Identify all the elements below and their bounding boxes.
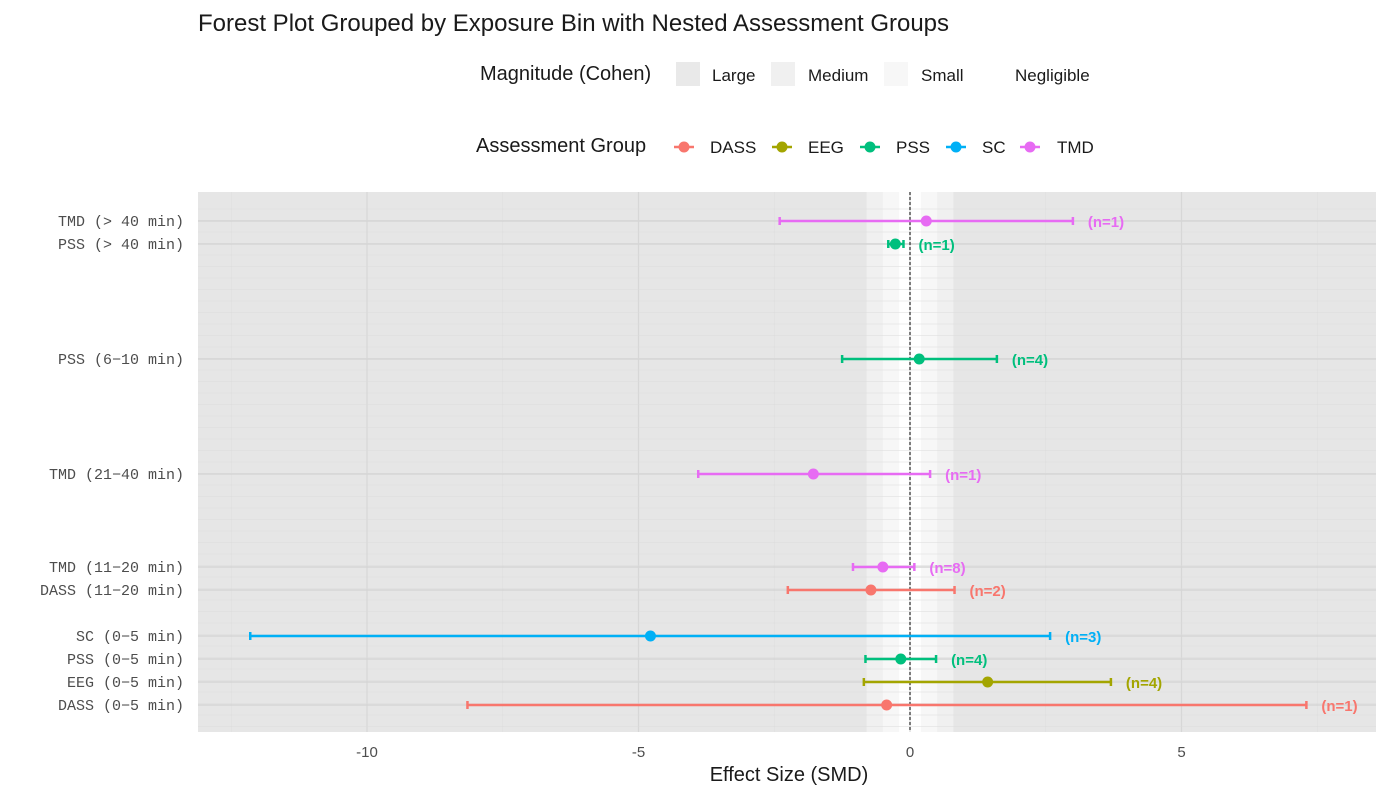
effect-point [865,585,876,596]
n-label: (n=1) [1321,698,1357,715]
n-label: (n=1) [1088,214,1124,231]
y-tick-label: DASS (11−20 min) [40,583,184,600]
x-tick-label: -10 [356,744,378,761]
effect-point [877,562,888,573]
y-tick-label: EEG (0−5 min) [67,675,184,692]
effect-point [914,354,925,365]
group-legend-keys [674,142,1040,153]
y-tick-label: DASS (0−5 min) [58,698,184,715]
x-axis-title-text: Effect Size (SMD) [710,764,869,786]
legend-point-tmd [1025,142,1036,153]
x-axis-title: Effect Size (SMD) [0,764,1388,787]
n-label: (n=4) [951,652,987,669]
x-tick-label: 0 [906,744,914,761]
y-tick-label: TMD (> 40 min) [58,214,184,231]
x-axis-labels: -10 -5 0 5 [356,744,1186,761]
effect-point [890,239,901,250]
y-tick-label: PSS (> 40 min) [58,237,184,254]
effect-point [645,631,656,642]
n-label: (n=4) [1126,675,1162,692]
effect-point [921,216,932,227]
n-label: (n=8) [929,560,965,577]
y-tick-label: SC (0−5 min) [76,629,184,646]
y-tick-label: PSS (6−10 min) [58,352,184,369]
x-tick-label: 5 [1177,744,1185,761]
legend-point-dass [679,142,690,153]
effect-point [881,700,892,711]
n-label: (n=4) [1012,352,1048,369]
legend-point-pss [865,142,876,153]
effect-point [895,654,906,665]
n-label: (n=1) [945,467,981,484]
effect-point [982,677,993,688]
n-label: (n=1) [918,237,954,254]
y-tick-label: PSS (0−5 min) [67,652,184,669]
y-axis-labels: TMD (> 40 min) PSS (> 40 min) PSS (6−10 mi… [40,214,184,715]
legend-point-sc [951,142,962,153]
effect-point [808,469,819,480]
n-label: (n=3) [1065,629,1101,646]
n-label: (n=2) [970,583,1006,600]
y-tick-label: TMD (21−40 min) [49,467,184,484]
x-tick-label: -5 [632,744,645,761]
legend-point-eeg [777,142,788,153]
y-tick-label: TMD (11−20 min) [49,560,184,577]
